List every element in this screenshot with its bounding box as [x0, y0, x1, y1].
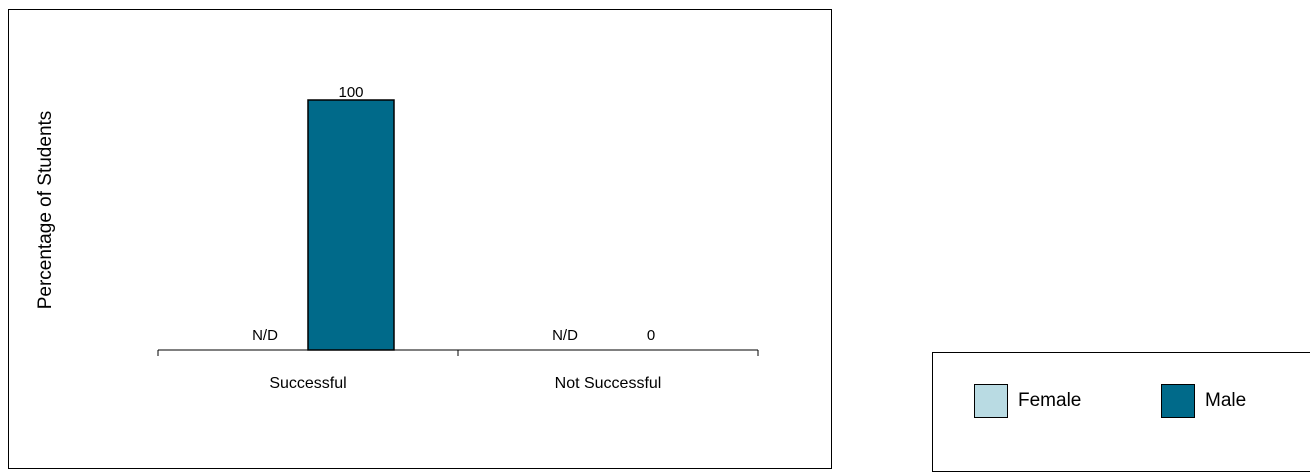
x-tick-label-successful: Successful — [269, 375, 346, 392]
x-tick-label-not-successful: Not Successful — [555, 375, 662, 392]
legend-swatch-female — [974, 384, 1008, 418]
legend-item-male: Male — [1161, 384, 1246, 418]
data-label-male-1: 0 — [647, 327, 655, 344]
legend-label-female: Female — [1018, 390, 1082, 411]
data-label-female-0: N/D — [252, 327, 278, 344]
legend-label-male: Male — [1205, 390, 1247, 411]
data-label-female-1: N/D — [552, 327, 578, 344]
bar-male-0 — [307, 99, 395, 351]
legend: Female Male — [932, 352, 1310, 472]
legend-item-female: Female — [974, 384, 1081, 418]
data-label-male-0: 100 — [338, 84, 363, 101]
legend-swatch-male — [1161, 384, 1195, 418]
chart-frame: Percentage of Students Successful N/D 100 N… — [8, 9, 832, 469]
bar-chart: Percentage of Students Successful N/D 100 N… — [35, 84, 759, 392]
y-axis-label: Percentage of Students — [35, 111, 56, 310]
